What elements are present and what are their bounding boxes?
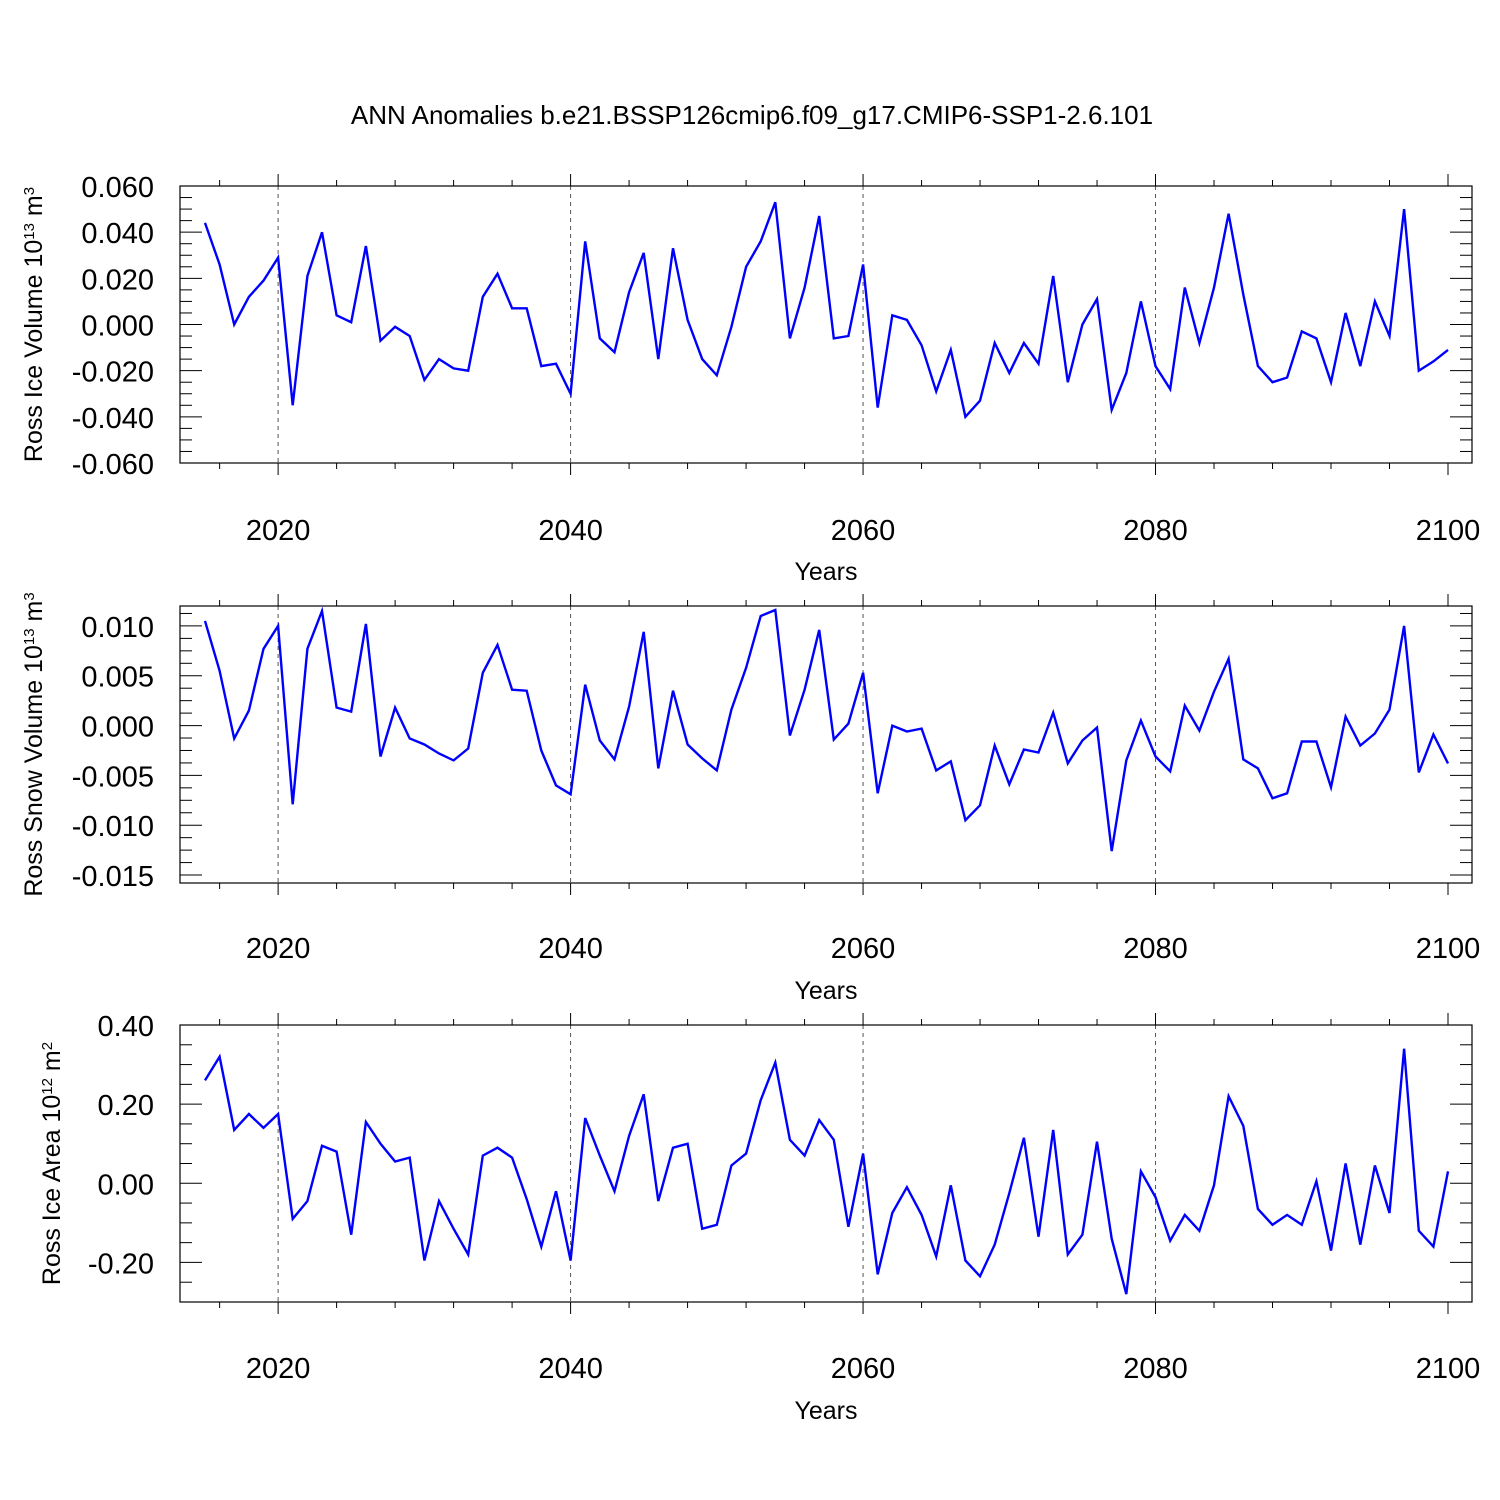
y-tick-label: 0.005 — [81, 662, 154, 694]
x-tick-label: 2020 — [246, 933, 311, 965]
y-tick-label: -0.040 — [72, 403, 154, 435]
y-tick-label: -0.020 — [72, 357, 154, 389]
y-tick-label: 0.00 — [98, 1169, 154, 1201]
x-tick-label: 2080 — [1123, 515, 1188, 547]
y-tick-label: 0.010 — [81, 612, 154, 644]
y-tick-label: -0.015 — [72, 861, 154, 893]
plot-frame — [179, 185, 1473, 464]
y-tick-label: 0.040 — [81, 218, 154, 250]
y-tick-label: -0.20 — [88, 1248, 154, 1280]
x-axis-title: Years — [794, 977, 857, 1005]
x-tick-label: 2040 — [538, 515, 603, 547]
x-tick-label: 2100 — [1416, 933, 1481, 965]
series-line — [203, 201, 1449, 420]
x-tick-label: 2100 — [1416, 515, 1481, 547]
y-tick-label: 0.000 — [81, 712, 154, 744]
y-tick-label: 0.060 — [81, 172, 154, 204]
series-line — [203, 1048, 1450, 1295]
plot-frame — [179, 605, 1473, 884]
x-tick-label: 2060 — [831, 1353, 896, 1385]
y-axis-title: Ross Snow Volume 1013 m3 — [20, 592, 48, 896]
y-tick-label: 0.20 — [98, 1090, 154, 1122]
x-tick-label: 2020 — [246, 515, 311, 547]
series-line — [203, 606, 1450, 852]
y-tick-label: -0.010 — [72, 811, 154, 843]
x-tick-label: 2100 — [1416, 1353, 1481, 1385]
x-axis-title: Years — [794, 558, 857, 586]
x-tick-label: 2040 — [538, 1353, 603, 1385]
y-tick-label: 0.020 — [81, 264, 154, 296]
x-tick-label: 2080 — [1123, 933, 1188, 965]
y-tick-label: 0.000 — [81, 311, 154, 343]
plot-frame — [179, 1024, 1473, 1303]
x-tick-label: 2020 — [246, 1353, 311, 1385]
x-tick-label: 2060 — [831, 515, 896, 547]
y-axis-title: Ross Ice Area 1012 m2 — [38, 1042, 66, 1285]
y-axis-title: Ross Ice Volume 1013 m3 — [20, 187, 48, 462]
x-tick-label: 2040 — [538, 933, 603, 965]
chart-panel-1: 0.060 0.040 0.020 0.000 -0.020 -0.040 -0.060 20… — [20, 172, 1480, 586]
y-tick-label: -0.005 — [72, 761, 154, 793]
x-axis-title: Years — [794, 1397, 857, 1425]
y-tick-label: 0.40 — [98, 1011, 154, 1043]
chart-panel-2: 0.010 0.005 0.000 -0.005 -0.010 -0.015 2020 204… — [20, 592, 1480, 1005]
x-tick-label: 2060 — [831, 933, 896, 965]
chart-panel-3: 0.40 0.20 0.00 -0.20 2020 2040 2060 2080 2100 Yea… — [38, 1011, 1480, 1425]
x-tick-label: 2080 — [1123, 1353, 1188, 1385]
figure-title: ANN Anomalies b.e21.BSSP126cmip6.f09_g17… — [351, 100, 1153, 130]
y-tick-label: -0.060 — [72, 449, 154, 481]
